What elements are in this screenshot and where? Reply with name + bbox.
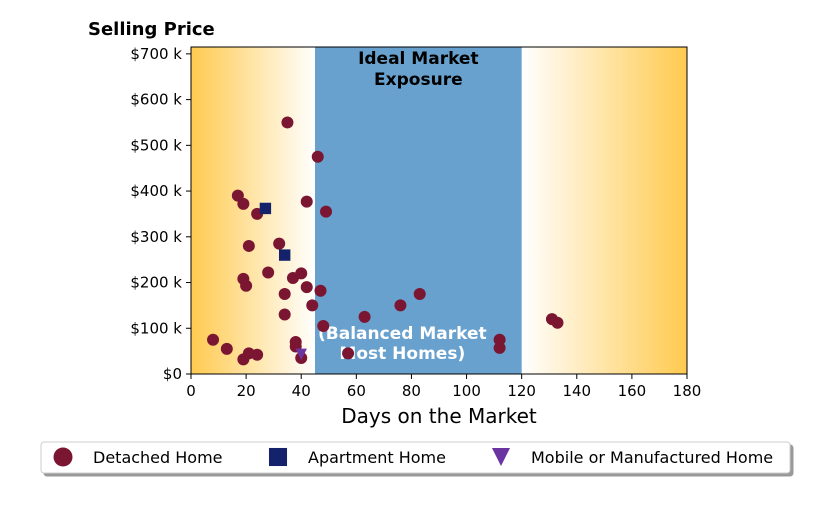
detached-home-point bbox=[278, 287, 291, 300]
legend-circle-marker bbox=[53, 447, 73, 467]
y-tick-label: $600 k bbox=[130, 91, 182, 109]
legend: Detached Home Apartment Home Mobile or Man… bbox=[40, 441, 791, 474]
mobile-home-point bbox=[295, 348, 307, 361]
x-tick-label: 20 bbox=[237, 382, 256, 400]
detached-home-point bbox=[342, 347, 355, 360]
y-tick-label: $700 k bbox=[130, 45, 182, 63]
plot-frame bbox=[190, 46, 688, 375]
apartment-home-point bbox=[278, 249, 291, 261]
x-tick-label: 180 bbox=[673, 382, 702, 400]
detached-home-point bbox=[286, 271, 299, 284]
market-bands bbox=[191, 47, 687, 374]
detached-home-point bbox=[311, 150, 324, 163]
legend-label: Mobile or Manufactured Home bbox=[531, 448, 773, 467]
detached-home-point bbox=[413, 287, 426, 300]
detached-home-point bbox=[394, 299, 407, 312]
band-label-top: Ideal Market Exposure bbox=[358, 49, 479, 90]
y-tick-label: $300 k bbox=[130, 228, 182, 246]
x-tick-label: 120 bbox=[507, 382, 536, 400]
detached-home-point bbox=[358, 310, 371, 323]
detached-home-point bbox=[207, 333, 220, 346]
y-tick-label: $200 k bbox=[130, 274, 182, 292]
detached-home-point bbox=[493, 333, 506, 346]
y-tick-label: $500 k bbox=[130, 136, 182, 154]
legend-triangle-marker bbox=[491, 447, 511, 467]
x-axis-title: Days on the Market bbox=[341, 404, 537, 428]
detached-home-point bbox=[237, 197, 250, 210]
band-labels: Ideal Market Exposure (Balanced Market Most… bbox=[318, 49, 487, 364]
x-tick-label: 160 bbox=[618, 382, 647, 400]
x-tick-label: 100 bbox=[452, 382, 481, 400]
detached-home-point bbox=[273, 237, 286, 250]
detached-home-point bbox=[300, 195, 313, 208]
x-tick-label: 40 bbox=[292, 382, 311, 400]
detached-home-point bbox=[300, 281, 313, 294]
data-points bbox=[207, 116, 564, 366]
legend-box bbox=[40, 441, 791, 474]
detached-home-point bbox=[237, 353, 250, 366]
legend-label: Apartment Home bbox=[308, 448, 446, 467]
detached-home-point bbox=[320, 205, 333, 218]
detached-home-point bbox=[314, 284, 327, 297]
detached-home-point bbox=[262, 266, 275, 279]
chart-title: Selling Price bbox=[88, 19, 215, 40]
y-tick-label: $100 k bbox=[130, 319, 182, 337]
detached-home-point bbox=[251, 348, 264, 361]
x-axis: 0 20 40 60 80 100 120 140 160 180 bbox=[186, 374, 701, 400]
x-tick-label: 60 bbox=[347, 382, 366, 400]
legend-label: Detached Home bbox=[93, 448, 223, 467]
detached-home-point bbox=[281, 116, 294, 129]
detached-home-point bbox=[240, 279, 253, 292]
x-tick-label: 0 bbox=[186, 382, 196, 400]
detached-home-point bbox=[317, 319, 330, 332]
detached-home-point bbox=[278, 308, 291, 321]
detached-home-point bbox=[242, 239, 255, 252]
y-tick-label: $400 k bbox=[130, 182, 182, 200]
y-axis: $0 $100 k $200 k $300 k $400 k $500 k $600 k $7… bbox=[130, 45, 191, 383]
detached-home-point bbox=[306, 299, 319, 312]
detached-home-point bbox=[551, 316, 564, 329]
band-label-bottom: (Balanced Market Most Homes) bbox=[318, 324, 487, 364]
band-2 bbox=[521, 47, 687, 374]
apartment-home-point bbox=[259, 202, 272, 215]
x-tick-label: 80 bbox=[402, 382, 421, 400]
band-1 bbox=[315, 47, 522, 374]
detached-home-point bbox=[493, 341, 506, 354]
legend-square-marker bbox=[268, 447, 288, 467]
detached-home-point bbox=[220, 342, 233, 355]
y-tick-label: $0 bbox=[163, 365, 182, 383]
x-tick-label: 140 bbox=[562, 382, 591, 400]
